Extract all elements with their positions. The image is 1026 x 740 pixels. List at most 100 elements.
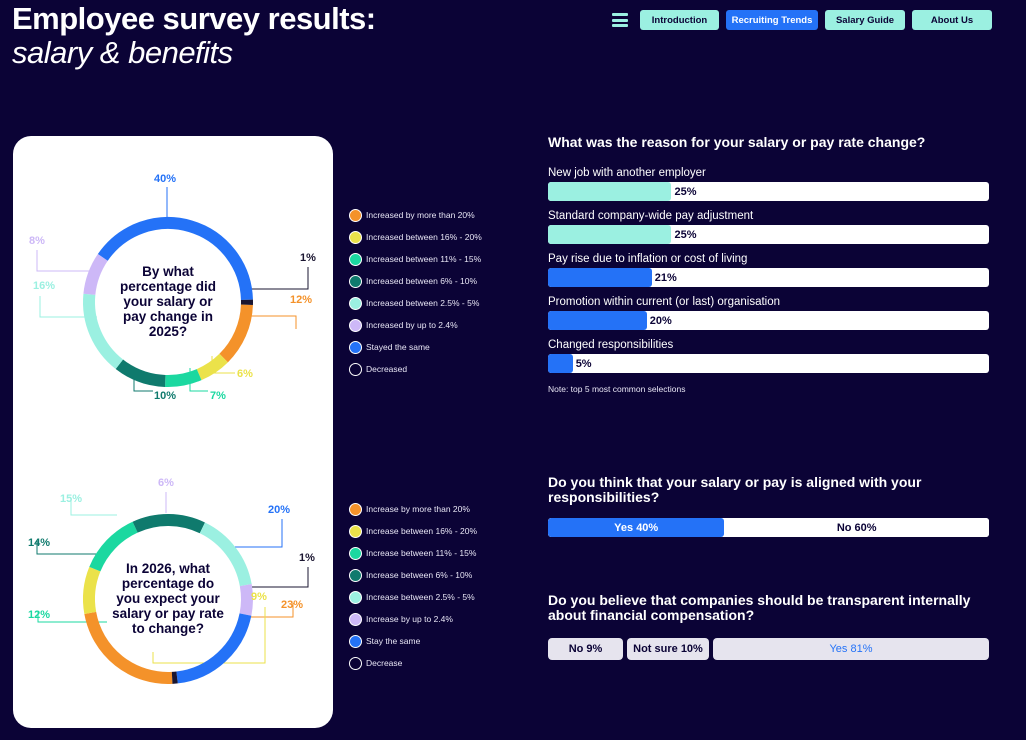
leader-line bbox=[235, 519, 283, 548]
donut-charts-card: 12% 6% 7% 10% 16% 8% 40% 1% By what percentage di… bbox=[13, 136, 333, 728]
bar-track: 5% bbox=[548, 354, 989, 373]
split-segment-yes: Yes 40% bbox=[548, 518, 725, 537]
legend-swatch bbox=[349, 524, 362, 538]
legend-swatch bbox=[349, 362, 362, 376]
transparency-chart: Do you believe that companies should be … bbox=[548, 593, 989, 660]
donut-slice bbox=[97, 217, 253, 301]
nav-recruiting-trends-button[interactable]: Recruiting Trends bbox=[726, 10, 818, 30]
bar-row: Changed responsibilities 5% bbox=[548, 339, 989, 373]
donut-slice bbox=[196, 353, 228, 381]
transparency-question-title: Do you believe that companies should be … bbox=[548, 592, 971, 623]
data-label: 6% bbox=[158, 477, 174, 489]
legend-swatch bbox=[349, 208, 362, 222]
donut-center-title: you expect your bbox=[116, 591, 220, 606]
bar-row: Pay rise due to inflation or cost of liv… bbox=[548, 253, 989, 287]
legend-swatch bbox=[349, 546, 362, 560]
legend-label: Increased by up to 2.4% bbox=[366, 320, 458, 330]
legend-item: Increased by more than 20% bbox=[349, 204, 482, 226]
reason-question-title: What was the reason for your salary or p… bbox=[548, 134, 926, 150]
nav-about-us-button[interactable]: About Us bbox=[912, 10, 992, 30]
pill-not-sure: Not sure 10% bbox=[627, 638, 709, 660]
leader-line bbox=[246, 315, 297, 329]
leader-line bbox=[246, 567, 309, 588]
bar-category-label: Promotion within current (or last) organ… bbox=[548, 296, 781, 308]
donut-slice bbox=[115, 359, 166, 387]
donut-chart-2026: 23% 9% 12% 14% 15% 6% 20% 1% In 2026, whatpercen… bbox=[28, 477, 315, 684]
legend-item: Increase between 11% - 15% bbox=[349, 542, 477, 564]
leader-line bbox=[70, 498, 117, 516]
donut-slice bbox=[165, 369, 202, 387]
legend-2026: Increase by more than 20% Increase betwee… bbox=[349, 498, 477, 674]
donut-slice bbox=[219, 304, 253, 363]
leader-line bbox=[246, 267, 309, 290]
data-label: 20% bbox=[268, 504, 290, 516]
legend-swatch bbox=[349, 274, 362, 288]
bar-row: Promotion within current (or last) organ… bbox=[548, 296, 989, 330]
reason-bar-chart: What was the reason for your salary or p… bbox=[548, 135, 989, 394]
leader-line bbox=[39, 296, 97, 318]
legend-item: Increase between 2.5% - 5% bbox=[349, 586, 477, 608]
legend-label: Stay the same bbox=[366, 636, 421, 646]
nav-introduction-button[interactable]: Introduction bbox=[640, 10, 719, 30]
bar-fill bbox=[548, 225, 672, 244]
data-label: 1% bbox=[299, 552, 315, 564]
bar-value-label: 25% bbox=[674, 228, 697, 241]
legend-label: Decrease bbox=[366, 658, 403, 668]
data-label: 7% bbox=[210, 390, 226, 402]
legend-label: Increase by up to 2.4% bbox=[366, 614, 453, 624]
donut-center-title: percentage do bbox=[122, 576, 214, 591]
legend-swatch bbox=[349, 502, 362, 516]
donut-slice bbox=[132, 514, 205, 534]
split-segment-no: No 60% bbox=[724, 518, 989, 537]
bar-track: 21% bbox=[548, 268, 989, 287]
donut-slice bbox=[176, 613, 252, 684]
legend-label: Increase by more than 20% bbox=[366, 504, 470, 514]
bar-fill bbox=[548, 311, 647, 330]
bar-category-label: New job with another employer bbox=[548, 167, 706, 179]
data-label: 10% bbox=[154, 390, 176, 402]
legend-item: Decreased bbox=[349, 358, 482, 380]
pill-no: No 9% bbox=[548, 638, 623, 660]
bar-track: 25% bbox=[548, 225, 989, 244]
leader-line bbox=[36, 250, 96, 272]
data-label: 14% bbox=[28, 537, 50, 549]
legend-label: Increase between 16% - 20% bbox=[366, 526, 478, 536]
legend-item: Increased by up to 2.4% bbox=[349, 314, 482, 336]
legend-swatch bbox=[349, 612, 362, 626]
bar-row: New job with another employer 25% bbox=[548, 167, 989, 201]
data-label: 8% bbox=[29, 235, 45, 247]
donut-slice bbox=[84, 611, 173, 684]
data-label: 12% bbox=[28, 609, 50, 621]
legend-item: Stayed the same bbox=[349, 336, 482, 358]
bar-fill bbox=[548, 182, 672, 201]
page-title: Employee survey results: salary & benefi… bbox=[12, 2, 376, 70]
legend-item: Increase by up to 2.4% bbox=[349, 608, 477, 630]
legend-label: Stayed the same bbox=[366, 342, 430, 352]
legend-item: Increased between 16% - 20% bbox=[349, 226, 482, 248]
donut-center-title: In 2026, what bbox=[126, 561, 211, 576]
donut-center-title: pay change in bbox=[123, 309, 213, 324]
data-label: 1% bbox=[300, 252, 316, 264]
bar-row: Standard company-wide pay adjustment 25% bbox=[548, 210, 989, 244]
legend-swatch bbox=[349, 318, 362, 332]
legend-item: Stay the same bbox=[349, 630, 477, 652]
legend-label: Increased between 16% - 20% bbox=[366, 232, 482, 242]
bar-value-label: 20% bbox=[649, 314, 672, 327]
donut-slice bbox=[83, 293, 124, 369]
nav-salary-guide-button[interactable]: Salary Guide bbox=[825, 10, 905, 30]
donut-slice bbox=[83, 566, 101, 615]
data-label: 15% bbox=[60, 493, 82, 505]
donut-center-title: to change? bbox=[132, 621, 204, 636]
page-title-line2: salary & benefits bbox=[12, 35, 233, 70]
legend-label: Increase between 6% - 10% bbox=[366, 570, 473, 580]
data-label: 12% bbox=[290, 294, 312, 306]
legend-label: Increase between 11% - 15% bbox=[366, 548, 477, 558]
hamburger-menu-icon[interactable] bbox=[612, 13, 628, 27]
bar-category-label: Changed responsibilities bbox=[548, 339, 674, 351]
bar-value-label: 5% bbox=[575, 357, 592, 370]
legend-item: Decrease bbox=[349, 652, 477, 674]
bar-category-label: Pay rise due to inflation or cost of liv… bbox=[548, 253, 748, 265]
data-label: 40% bbox=[154, 173, 176, 185]
bar-category-label: Standard company-wide pay adjustment bbox=[548, 210, 754, 222]
